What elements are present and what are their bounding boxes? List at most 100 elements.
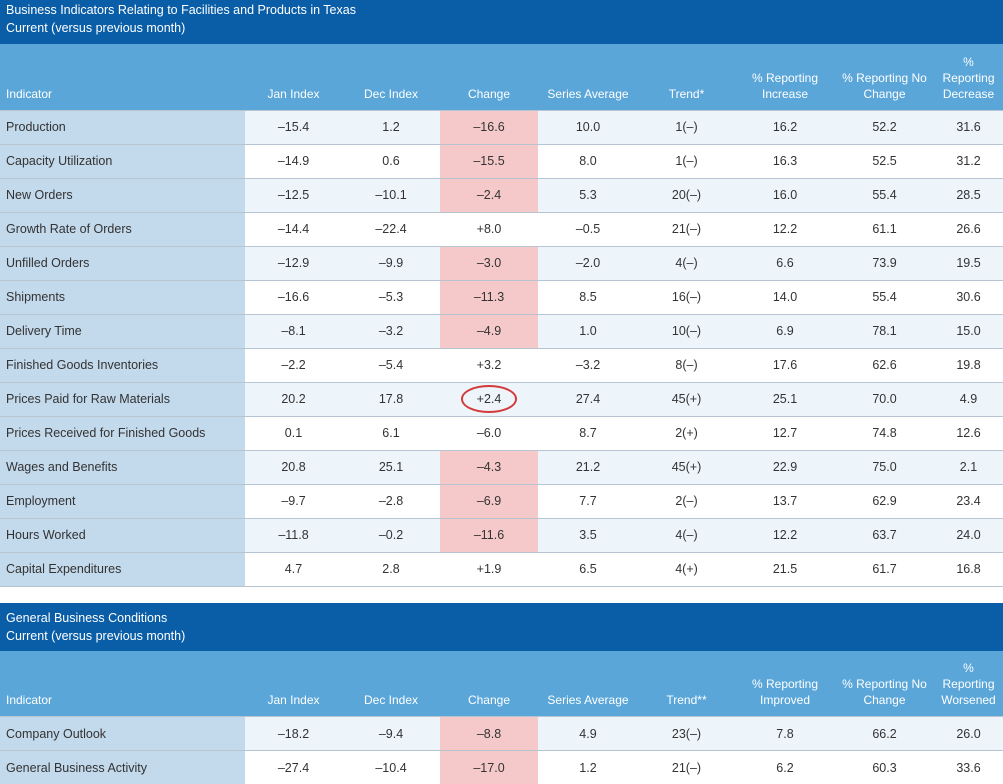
cell-pct-no-change: 70.0	[835, 382, 934, 416]
cell-pct-no-change: 75.0	[835, 450, 934, 484]
cell-pct-increase: 17.6	[735, 348, 835, 382]
cell-pct-increase: 12.2	[735, 212, 835, 246]
col-header-pct-worsened: % Reporting Worsened	[934, 651, 1003, 717]
cell-change: +3.2	[440, 348, 538, 382]
cell-change: –16.6	[440, 110, 538, 144]
cell-trend: 1(–)	[638, 144, 735, 178]
cell-series-average: 21.2	[538, 450, 638, 484]
cell-pct-no-change: 74.8	[835, 416, 934, 450]
cell-jan-index: 20.8	[245, 450, 342, 484]
col-header-jan-index: Jan Index	[245, 44, 342, 110]
cell-pct-decrease: 31.2	[934, 144, 1003, 178]
cell-series-average: 6.5	[538, 552, 638, 586]
cell-change: –6.9	[440, 484, 538, 518]
cell-jan-index: –27.4	[245, 751, 342, 784]
section-spacer	[0, 587, 1003, 603]
cell-indicator: General Business Activity	[0, 751, 245, 784]
business-indicators-table: Indicator Jan Index Dec Index Change Ser…	[0, 44, 1003, 587]
col-header-pct-improved: % Reporting Improved	[735, 651, 835, 717]
cell-change: –11.6	[440, 518, 538, 552]
section2-title: General Business Conditions	[6, 609, 997, 627]
cell-indicator: Unfilled Orders	[0, 246, 245, 280]
cell-trend: 2(–)	[638, 484, 735, 518]
cell-pct-no-change: 78.1	[835, 314, 934, 348]
cell-jan-index: 20.2	[245, 382, 342, 416]
cell-change: +2.4	[440, 382, 538, 416]
cell-trend: 45(+)	[638, 382, 735, 416]
cell-change: –4.3	[440, 450, 538, 484]
cell-pct-no-change: 62.6	[835, 348, 934, 382]
cell-pct-increase: 6.9	[735, 314, 835, 348]
cell-change: –2.4	[440, 178, 538, 212]
table1-header-row: Indicator Jan Index Dec Index Change Ser…	[0, 44, 1003, 110]
cell-indicator: Wages and Benefits	[0, 450, 245, 484]
cell-pct-increase: 22.9	[735, 450, 835, 484]
cell-change: –8.8	[440, 717, 538, 751]
cell-series-average: 1.0	[538, 314, 638, 348]
cell-change: –15.5	[440, 144, 538, 178]
cell-series-average: 1.2	[538, 751, 638, 784]
cell-dec-index: –9.9	[342, 246, 440, 280]
cell-indicator: Company Outlook	[0, 717, 245, 751]
cell-indicator: Production	[0, 110, 245, 144]
cell-dec-index: 25.1	[342, 450, 440, 484]
cell-trend: 2(+)	[638, 416, 735, 450]
circled-change-value: +2.4	[461, 385, 518, 413]
table-row: General Business Activity–27.4–10.4–17.0…	[0, 751, 1003, 784]
cell-change: –11.3	[440, 280, 538, 314]
cell-jan-index: –8.1	[245, 314, 342, 348]
cell-indicator: Employment	[0, 484, 245, 518]
cell-pct-decrease: 15.0	[934, 314, 1003, 348]
cell-pct-increase: 14.0	[735, 280, 835, 314]
cell-jan-index: –9.7	[245, 484, 342, 518]
cell-series-average: 3.5	[538, 518, 638, 552]
cell-jan-index: –11.8	[245, 518, 342, 552]
cell-dec-index: 1.2	[342, 110, 440, 144]
col-header-indicator: Indicator	[0, 44, 245, 110]
cell-series-average: –0.5	[538, 212, 638, 246]
cell-trend: 4(–)	[638, 246, 735, 280]
col-header-jan-index: Jan Index	[245, 651, 342, 717]
cell-trend: 20(–)	[638, 178, 735, 212]
cell-trend: 21(–)	[638, 212, 735, 246]
cell-dec-index: –0.2	[342, 518, 440, 552]
cell-jan-index: –16.6	[245, 280, 342, 314]
cell-jan-index: –14.4	[245, 212, 342, 246]
cell-pct-decrease: 19.5	[934, 246, 1003, 280]
cell-pct-increase: 12.2	[735, 518, 835, 552]
cell-series-average: 27.4	[538, 382, 638, 416]
cell-pct-decrease: 31.6	[934, 110, 1003, 144]
cell-dec-index: –9.4	[342, 717, 440, 751]
col-header-change: Change	[440, 44, 538, 110]
section1-subtitle: Current (versus previous month)	[6, 19, 997, 37]
cell-jan-index: –12.9	[245, 246, 342, 280]
section2-header: General Business Conditions Current (ver…	[0, 603, 1003, 651]
cell-trend: 23(–)	[638, 717, 735, 751]
cell-jan-index: –2.2	[245, 348, 342, 382]
cell-trend: 8(–)	[638, 348, 735, 382]
cell-series-average: 4.9	[538, 717, 638, 751]
cell-dec-index: –3.2	[342, 314, 440, 348]
cell-pct-decrease: 4.9	[934, 382, 1003, 416]
cell-pct-increase: 16.2	[735, 110, 835, 144]
cell-dec-index: –10.4	[342, 751, 440, 784]
cell-pct-no-change: 55.4	[835, 280, 934, 314]
section1-title: Business Indicators Relating to Faciliti…	[6, 1, 997, 19]
col-header-dec-index: Dec Index	[342, 651, 440, 717]
cell-pct-no-change: 60.3	[835, 751, 934, 784]
table-row: Finished Goods Inventories–2.2–5.4+3.2–3…	[0, 348, 1003, 382]
cell-pct-decrease: 33.6	[934, 751, 1003, 784]
cell-pct-decrease: 28.5	[934, 178, 1003, 212]
cell-pct-increase: 25.1	[735, 382, 835, 416]
cell-jan-index: –12.5	[245, 178, 342, 212]
cell-pct-no-change: 63.7	[835, 518, 934, 552]
cell-pct-decrease: 24.0	[934, 518, 1003, 552]
cell-series-average: –2.0	[538, 246, 638, 280]
cell-series-average: 5.3	[538, 178, 638, 212]
